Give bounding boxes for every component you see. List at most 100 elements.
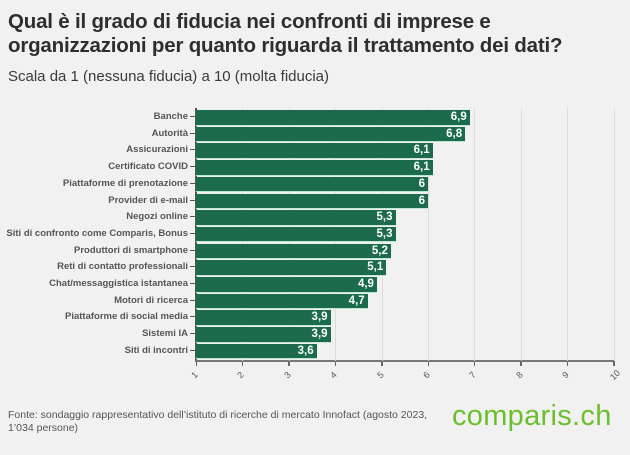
- x-tick-label: 9: [560, 369, 572, 381]
- x-tick: [566, 361, 569, 366]
- gridline: [567, 108, 569, 361]
- y-tick: [190, 166, 195, 168]
- value-label: 4,9: [357, 278, 374, 290]
- bar: 4,7: [196, 293, 368, 309]
- y-tick: [190, 149, 195, 151]
- y-tick: [190, 283, 195, 284]
- chart-title: Qual è il grado di fiducia nei confronti…: [8, 10, 563, 57]
- bar: 6: [196, 176, 428, 192]
- x-axis: [195, 360, 615, 362]
- bar: 3,6: [196, 343, 317, 359]
- bar: 6,8: [196, 126, 466, 142]
- value-label: 3,6: [297, 344, 314, 357]
- bar: 4,9: [196, 277, 377, 292]
- bar-row: Chat/messaggistica istantanea 4,9: [0, 276, 630, 293]
- y-axis: [195, 108, 197, 362]
- x-tick-label: 7: [467, 369, 479, 381]
- x-tick-label: 1: [189, 369, 200, 381]
- y-tick: [190, 132, 195, 134]
- x-tick-label: 2: [235, 369, 247, 381]
- bar: 6: [196, 193, 428, 208]
- category-label: Siti di incontri: [124, 344, 188, 356]
- chart-subtitle: Scala da 1 (nessuna fiducia) a 10 (molta…: [8, 68, 330, 85]
- bar: 3,9: [196, 310, 331, 325]
- category-label: Reti di contatto professionali: [57, 261, 188, 273]
- bar: 5,2: [196, 243, 391, 259]
- category-label: Provider di e-mail: [108, 194, 188, 206]
- category-label: Piattaforme di prenotazione: [62, 177, 188, 189]
- category-label: Sistemi IA: [142, 328, 188, 340]
- comparis-logo: comparis.ch: [452, 400, 612, 432]
- y-tick: [190, 216, 195, 218]
- value-label: 6: [418, 194, 425, 207]
- x-tick: [473, 361, 476, 366]
- bar-row: Provider di e-mail 6: [0, 193, 630, 210]
- value-label: 6,8: [446, 127, 463, 140]
- bar-row: Assicurazioni 6,1: [0, 142, 630, 159]
- value-label: 5,3: [376, 227, 393, 240]
- bar-row: Negozi online 5,3: [0, 209, 630, 226]
- x-tick-label: 10: [607, 367, 622, 383]
- bar-row: Siti di incontri 3,6: [0, 343, 630, 360]
- bar-row: Certificato COVID 6,1: [0, 159, 630, 176]
- x-tick-label: 3: [281, 369, 293, 381]
- category-label: Negozi online: [126, 211, 188, 223]
- bar: 5,3: [196, 226, 396, 242]
- value-label: 3,9: [311, 328, 328, 341]
- category-label: Autorità: [151, 127, 188, 139]
- x-tick: [288, 361, 290, 366]
- bar-row: Motori di ricerca 4,7: [0, 293, 630, 310]
- category-label: Produttori di smartphone: [74, 244, 188, 256]
- y-tick: [190, 199, 195, 201]
- gridline: [520, 108, 522, 361]
- category-label: Chat/messaggistica istantanea: [49, 278, 188, 289]
- bar: 5,3: [196, 210, 396, 225]
- bar-row: Banche 6,9: [0, 109, 630, 126]
- value-label: 6,9: [450, 111, 467, 123]
- bar: 3,9: [196, 327, 331, 342]
- bar-row: Produttori di smartphone 5,2: [0, 243, 630, 260]
- gridline: [428, 108, 429, 361]
- bar-row: Sistemi IA 3,9: [0, 326, 630, 343]
- category-label: Piattaforme di social media: [64, 311, 188, 323]
- value-label: 5,3: [376, 211, 393, 224]
- x-tick: [195, 361, 197, 366]
- x-tick-label: 8: [513, 369, 525, 381]
- value-label: 6: [418, 177, 425, 190]
- bar-chart: 1 2 3 4 5 6 7 8 9 10 Banche 6,9 Autorità 6,8 Assicuraz…: [0, 108, 630, 383]
- bar-row: Reti di contatto professionali 5,1: [0, 259, 630, 276]
- x-tick: [613, 361, 615, 366]
- x-tick: [241, 361, 244, 366]
- x-tick: [520, 361, 522, 366]
- bar: 6,9: [196, 110, 470, 125]
- value-label: 5,2: [371, 244, 388, 257]
- x-tick-label: 5: [374, 369, 386, 381]
- value-label: 3,9: [311, 311, 328, 324]
- bar-row: Piattaforme di prenotazione 6: [0, 176, 630, 193]
- category-label: Motori di ricerca: [114, 294, 188, 306]
- y-tick: [190, 316, 195, 318]
- value-label: 6,1: [413, 161, 430, 174]
- bar-row: Piattaforme di social media 3,9: [0, 309, 630, 326]
- x-tick: [381, 361, 383, 366]
- bar: 6,1: [196, 160, 433, 175]
- y-tick: [190, 116, 195, 117]
- x-tick: [334, 361, 337, 366]
- category-label: Certificato COVID: [108, 161, 188, 173]
- source-note: Fonte: sondaggio rappresentativo dell’is…: [8, 409, 428, 434]
- category-label: Siti di confronto come Comparis, Bonus: [6, 227, 188, 239]
- value-label: 4,7: [348, 294, 365, 307]
- x-tick-label: 6: [421, 369, 432, 381]
- gridline: [474, 108, 476, 361]
- value-label: 6,1: [413, 144, 430, 157]
- x-tick-label: 4: [328, 369, 340, 381]
- value-label: 5,1: [367, 261, 384, 274]
- y-tick: [190, 333, 195, 335]
- category-label: Banche: [153, 111, 188, 122]
- y-tick: [190, 349, 195, 351]
- bar: 5,1: [196, 260, 387, 275]
- y-tick: [190, 182, 195, 184]
- y-tick: [190, 299, 195, 301]
- x-tick: [427, 361, 429, 366]
- bar-row: Autorità 6,8: [0, 126, 630, 143]
